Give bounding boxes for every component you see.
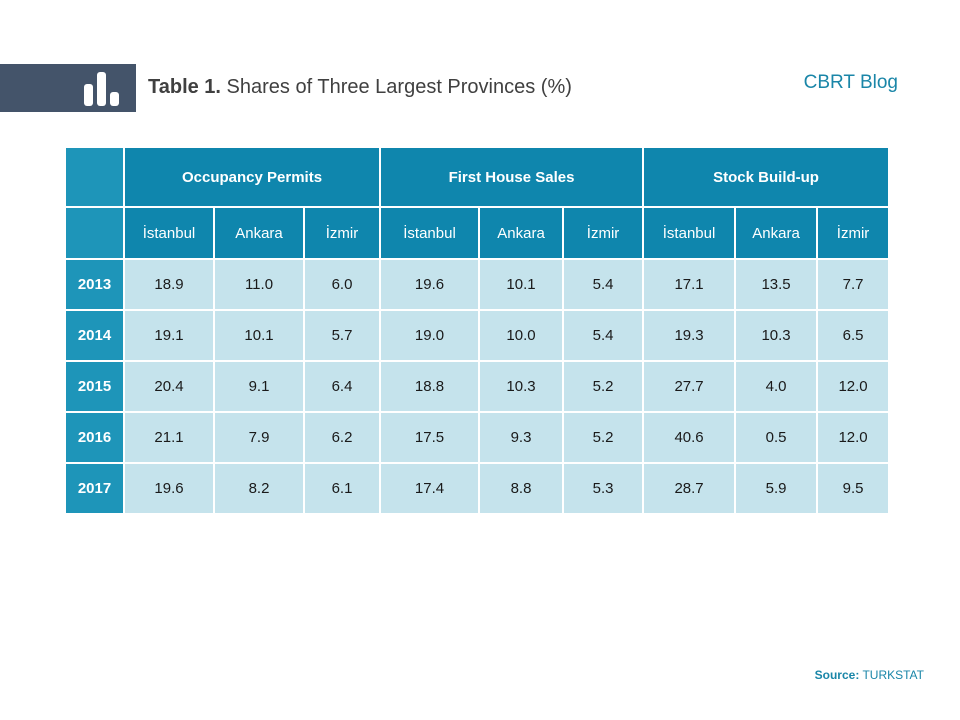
header-band	[0, 64, 136, 112]
value-cell: 9.3	[478, 411, 565, 464]
subheader-cell: İzmir	[816, 206, 891, 260]
value-cell: 27.7	[642, 360, 737, 413]
value-cell: 10.3	[734, 309, 819, 362]
value-cell: 5.3	[562, 462, 645, 515]
year-cell: 2014	[64, 309, 125, 362]
source-label: Source:	[814, 668, 860, 682]
year-cell: 2016	[64, 411, 125, 464]
subheader-cell: Ankara	[478, 206, 565, 260]
title-text: Shares of Three Largest Provinces (%)	[221, 76, 572, 98]
value-cell: 6.4	[302, 360, 382, 413]
table-row: 2017 19.6 8.2 6.1 17.4 8.8 5.3 28.7 5.9 9.5	[64, 462, 891, 515]
value-cell: 6.5	[816, 309, 891, 362]
year-cell: 2017	[64, 462, 125, 515]
value-cell: 9.1	[213, 360, 305, 413]
subheader-cell: İzmir	[562, 206, 645, 260]
group-header-row: Occupancy Permits First House Sales Stoc…	[64, 146, 891, 208]
value-cell: 5.2	[562, 411, 645, 464]
value-cell: 21.1	[123, 411, 215, 464]
table-row: 2016 21.1 7.9 6.2 17.5 9.3 5.2 40.6 0.5 12.0	[64, 411, 891, 464]
value-cell: 28.7	[642, 462, 737, 515]
value-cell: 9.5	[816, 462, 891, 515]
subheader-cell: Ankara	[734, 206, 819, 260]
group-header: Occupancy Permits	[122, 146, 382, 208]
table-row: 2014 19.1 10.1 5.7 19.0 10.0 5.4 19.3 10.3 6.5	[64, 309, 891, 362]
value-cell: 10.1	[478, 258, 565, 311]
group-header: Stock Build-up	[642, 146, 891, 208]
value-cell: 10.0	[478, 309, 565, 362]
value-cell: 8.8	[478, 462, 565, 515]
value-cell: 13.5	[734, 258, 819, 311]
value-cell: 6.0	[302, 258, 382, 311]
corner-cell	[64, 206, 125, 260]
title-prefix: Table 1.	[148, 76, 221, 98]
subheader-cell: İstanbul	[123, 206, 215, 260]
source-note: Source: TURKSTAT	[815, 668, 924, 682]
bar-chart-icon	[84, 72, 119, 106]
value-cell: 19.6	[123, 462, 215, 515]
value-cell: 6.1	[302, 462, 382, 515]
subheader-cell: Ankara	[213, 206, 305, 260]
value-cell: 12.0	[816, 360, 891, 413]
value-cell: 20.4	[123, 360, 215, 413]
value-cell: 40.6	[642, 411, 737, 464]
value-cell: 5.4	[562, 258, 645, 311]
year-cell: 2015	[64, 360, 125, 413]
source-value: TURKSTAT	[859, 668, 924, 682]
value-cell: 6.2	[302, 411, 382, 464]
value-cell: 8.2	[213, 462, 305, 515]
value-cell: 17.5	[379, 411, 481, 464]
table-row: 2015 20.4 9.1 6.4 18.8 10.3 5.2 27.7 4.0 12.0	[64, 360, 891, 413]
value-cell: 17.4	[379, 462, 481, 515]
table-row: 2013 18.9 11.0 6.0 19.6 10.1 5.4 17.1 13.5 7.7	[64, 258, 891, 311]
value-cell: 0.5	[734, 411, 819, 464]
subheader-row: İstanbul Ankara İzmir İstanbul Ankara İz…	[64, 206, 891, 260]
corner-cell	[64, 146, 125, 208]
subheader-cell: İstanbul	[642, 206, 737, 260]
value-cell: 19.0	[379, 309, 481, 362]
value-cell: 10.1	[213, 309, 305, 362]
value-cell: 7.7	[816, 258, 891, 311]
value-cell: 19.6	[379, 258, 481, 311]
value-cell: 5.4	[562, 309, 645, 362]
value-cell: 17.1	[642, 258, 737, 311]
group-header: First House Sales	[379, 146, 645, 208]
year-cell: 2013	[64, 258, 125, 311]
value-cell: 18.9	[123, 258, 215, 311]
value-cell: 4.0	[734, 360, 819, 413]
page-title: Table 1. Shares of Three Largest Provinc…	[148, 76, 572, 99]
subheader-cell: İstanbul	[379, 206, 481, 260]
value-cell: 5.2	[562, 360, 645, 413]
value-cell: 19.3	[642, 309, 737, 362]
value-cell: 11.0	[213, 258, 305, 311]
value-cell: 7.9	[213, 411, 305, 464]
blog-label: CBRT Blog	[803, 72, 898, 93]
value-cell: 18.8	[379, 360, 481, 413]
value-cell: 19.1	[123, 309, 215, 362]
value-cell: 10.3	[478, 360, 565, 413]
value-cell: 5.7	[302, 309, 382, 362]
value-cell: 5.9	[734, 462, 819, 515]
value-cell: 12.0	[816, 411, 891, 464]
subheader-cell: İzmir	[302, 206, 382, 260]
provinces-table: Occupancy Permits First House Sales Stoc…	[64, 146, 891, 515]
